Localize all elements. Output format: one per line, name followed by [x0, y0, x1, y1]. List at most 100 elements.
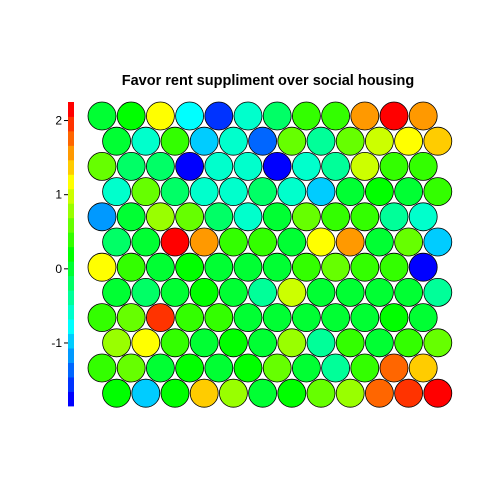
som-node [102, 126, 131, 156]
som-node [277, 126, 307, 156]
som-node [189, 277, 219, 307]
som-node [262, 101, 292, 131]
som-node [131, 277, 161, 307]
colorbar-segment [68, 304, 74, 320]
som-node [277, 328, 307, 358]
som-node [116, 151, 146, 181]
som-node [364, 126, 394, 156]
colorbar-segment [68, 391, 74, 407]
som-node [291, 101, 321, 131]
som-node [116, 303, 146, 333]
som-node [262, 202, 292, 232]
som-node [131, 378, 161, 408]
som-node [291, 151, 321, 181]
som-node [291, 353, 321, 383]
som-node [145, 303, 175, 333]
som-node [102, 328, 131, 358]
som-node [408, 303, 438, 333]
colorbar-segment [68, 203, 74, 219]
som-node [350, 353, 380, 383]
som-node [408, 252, 438, 282]
som-node [87, 151, 117, 181]
colorbar-segment [68, 275, 74, 291]
som-node [233, 252, 263, 282]
som-node [350, 151, 380, 181]
som-node [394, 227, 424, 257]
som-node [423, 378, 453, 408]
som-node [394, 328, 424, 358]
som-node [175, 353, 205, 383]
colorbar-tick-label: -1 [51, 336, 62, 350]
som-node [145, 101, 175, 131]
som-node [262, 353, 292, 383]
colorbar-segment [68, 290, 74, 306]
som-node [248, 328, 278, 358]
som-node [189, 328, 219, 358]
som-node [335, 227, 365, 257]
colorbar-segment [68, 188, 74, 204]
colorbar-segment [68, 102, 74, 117]
som-node [364, 177, 394, 207]
som-node [233, 303, 263, 333]
som-node [189, 177, 219, 207]
som-node [364, 227, 394, 257]
som-node [189, 378, 219, 408]
som-node [277, 227, 307, 257]
som-node [350, 101, 380, 131]
som-node [423, 277, 453, 307]
som-node [204, 353, 234, 383]
chart-title: Favor rent suppliment over social housin… [122, 73, 414, 89]
som-node [145, 353, 175, 383]
som-node [291, 303, 321, 333]
som-node [306, 177, 336, 207]
som-node [379, 202, 409, 232]
som-node [277, 378, 307, 408]
som-node [204, 202, 234, 232]
som-node [116, 202, 146, 232]
som-node [102, 277, 131, 307]
som-node [350, 303, 380, 333]
som-node [423, 328, 453, 358]
som-node [364, 328, 394, 358]
som-node [233, 202, 263, 232]
som-node [350, 252, 380, 282]
som-node [160, 177, 190, 207]
som-node [379, 303, 409, 333]
som-node [102, 378, 131, 408]
som-nodes [87, 101, 453, 408]
som-node [233, 151, 263, 181]
som-node [248, 378, 278, 408]
som-node [160, 277, 190, 307]
som-node [204, 101, 234, 131]
som-node [262, 303, 292, 333]
colorbar-segment [68, 377, 74, 392]
som-node [218, 227, 248, 257]
som-node [218, 328, 248, 358]
som-node [291, 252, 321, 282]
som-node [204, 151, 234, 181]
colorbar-segment [68, 246, 74, 262]
som-node [379, 101, 409, 131]
som-node [145, 202, 175, 232]
som-node [379, 151, 409, 181]
som-node [321, 353, 351, 383]
som-node [160, 126, 190, 156]
som-node [262, 151, 292, 181]
som-node [248, 227, 278, 257]
som-node [364, 378, 394, 408]
som-node [189, 227, 219, 257]
som-node [160, 328, 190, 358]
som-node [423, 126, 453, 156]
som-node [131, 177, 161, 207]
som-node [116, 101, 146, 131]
som-node [145, 252, 175, 282]
som-node [218, 378, 248, 408]
som-node [131, 328, 161, 358]
som-node [379, 252, 409, 282]
som-node [131, 126, 161, 156]
som-node [102, 177, 131, 207]
colorbar-segment [68, 348, 74, 363]
som-node [262, 252, 292, 282]
som-node [218, 126, 248, 156]
